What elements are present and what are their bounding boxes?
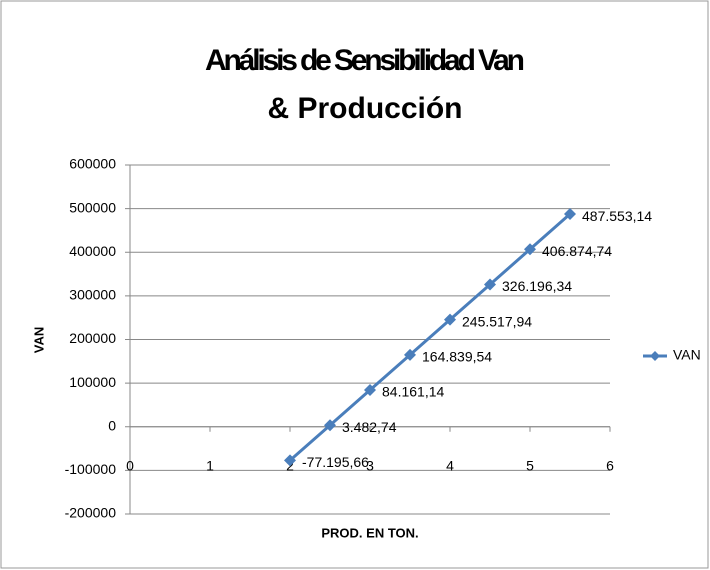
x-tick-label: 6	[606, 457, 614, 473]
data-point	[564, 208, 576, 221]
y-tick-label: 500000	[69, 199, 116, 215]
data-label: 164.839,54	[422, 349, 492, 365]
y-tick-label: 300000	[69, 287, 116, 303]
data-point	[524, 243, 536, 256]
x-tick-label: 1	[206, 457, 214, 473]
data-label: 3.482,74	[342, 419, 397, 435]
legend-label: VAN	[673, 347, 701, 363]
y-tick-label: -100000	[65, 461, 117, 477]
data-point	[404, 348, 416, 361]
y-tick-label: 0	[108, 417, 116, 433]
y-tick-label: 100000	[69, 374, 116, 390]
data-point	[324, 419, 336, 432]
data-point	[484, 278, 496, 291]
chart-title: Análisis de Sensibilidad Van	[205, 44, 525, 77]
y-tick-label: -200000	[65, 505, 117, 521]
data-point	[444, 313, 456, 326]
legend-marker	[650, 351, 660, 361]
data-point	[364, 384, 376, 397]
data-point	[284, 454, 296, 467]
y-tick-label: 600000	[69, 156, 116, 172]
x-axis-title: PROD. EN TON.	[321, 525, 418, 540]
chart-subtitle: & Producción	[267, 92, 462, 125]
series-line	[289, 212, 571, 462]
data-label: 406.874,74	[542, 243, 612, 259]
x-tick-label: 4	[446, 457, 454, 473]
data-label: 326.196,34	[502, 278, 572, 294]
data-label: 487.553,14	[582, 208, 652, 224]
data-label: 84.161,14	[382, 384, 444, 400]
y-axis-title: VAN	[31, 327, 46, 353]
y-tick-label: 200000	[69, 330, 116, 346]
x-tick-label: 3	[366, 457, 374, 473]
data-label: 245.517,94	[462, 313, 532, 329]
data-label: -77.195,66	[302, 454, 369, 470]
x-tick-label: 0	[126, 457, 134, 473]
y-tick-label: 400000	[69, 243, 116, 259]
x-tick-label: 5	[526, 457, 534, 473]
